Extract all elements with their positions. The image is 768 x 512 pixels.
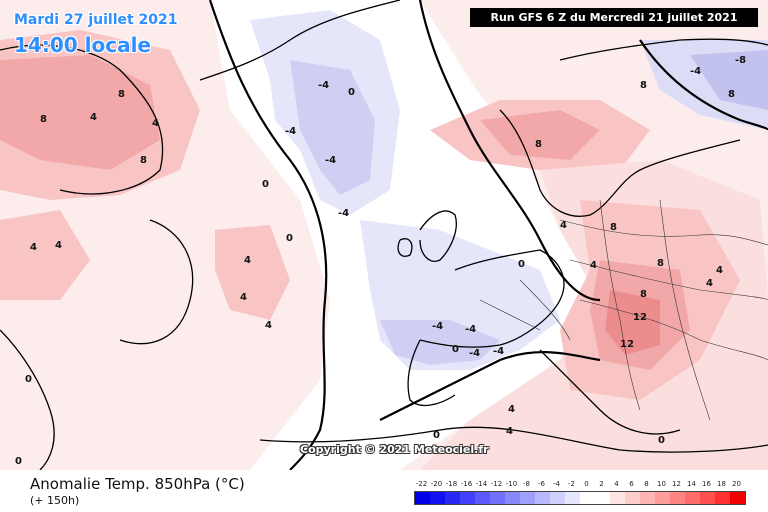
svg-text:8: 8 bbox=[40, 114, 47, 125]
legend-swatch bbox=[700, 492, 715, 504]
svg-text:-4: -4 bbox=[318, 80, 329, 91]
svg-text:-4: -4 bbox=[469, 348, 480, 359]
svg-text:4: 4 bbox=[152, 118, 159, 129]
legend-tick-label: -10 bbox=[505, 480, 518, 488]
legend-swatch bbox=[565, 492, 580, 504]
legend-swatch bbox=[550, 492, 565, 504]
legend-tick-label: -16 bbox=[460, 480, 473, 488]
legend-swatch bbox=[610, 492, 625, 504]
svg-text:8: 8 bbox=[640, 289, 647, 300]
legend-tick-label: 4 bbox=[614, 480, 619, 488]
lead-time: (+ 150h) bbox=[30, 494, 80, 507]
anomaly-map: 0 -4 -4 -4 -4 8 8 4 4 8 0 0 4 4 4 4 4 0 … bbox=[0, 0, 768, 470]
svg-text:0: 0 bbox=[286, 233, 293, 244]
legend-swatch bbox=[580, 492, 595, 504]
svg-text:4: 4 bbox=[560, 220, 567, 231]
svg-text:-4: -4 bbox=[493, 346, 504, 357]
legend-swatch bbox=[595, 492, 610, 504]
legend-tick-label: 6 bbox=[629, 480, 634, 488]
legend-tick-label: -22 bbox=[415, 480, 428, 488]
legend-tick-label: 0 bbox=[584, 480, 589, 488]
svg-text:4: 4 bbox=[244, 255, 251, 266]
svg-text:0: 0 bbox=[518, 259, 525, 270]
svg-text:0: 0 bbox=[658, 435, 665, 446]
copyright-notice: Copyright © 2021 Meteociel.fr bbox=[300, 443, 489, 456]
legend-swatch bbox=[445, 492, 460, 504]
parameter-title: Anomalie Temp. 850hPa (°C) bbox=[30, 475, 245, 493]
legend-tick-label: -14 bbox=[475, 480, 488, 488]
legend-tick-label: -8 bbox=[523, 480, 530, 488]
legend-tick-label: -18 bbox=[445, 480, 458, 488]
legend-swatch bbox=[670, 492, 685, 504]
legend-swatch bbox=[535, 492, 550, 504]
svg-text:4: 4 bbox=[265, 320, 272, 331]
svg-text:4: 4 bbox=[706, 278, 713, 289]
legend-swatch bbox=[415, 492, 430, 504]
forecast-time: 14:00 locale bbox=[14, 33, 151, 57]
svg-text:0: 0 bbox=[348, 87, 355, 98]
svg-text:8: 8 bbox=[640, 80, 647, 91]
model-run-banner: Run GFS 6 Z du Mercredi 21 juillet 2021 bbox=[470, 8, 758, 27]
legend-swatch bbox=[490, 492, 505, 504]
svg-text:4: 4 bbox=[508, 404, 515, 415]
legend-tick-label: 18 bbox=[717, 480, 726, 488]
legend-tick-label: 20 bbox=[732, 480, 741, 488]
svg-text:8: 8 bbox=[728, 89, 735, 100]
svg-text:-4: -4 bbox=[338, 208, 349, 219]
legend-swatch bbox=[475, 492, 490, 504]
legend-bar bbox=[414, 491, 746, 505]
svg-text:4: 4 bbox=[590, 260, 597, 271]
svg-text:-4: -4 bbox=[285, 126, 296, 137]
legend-tick-label: 14 bbox=[687, 480, 696, 488]
svg-text:0: 0 bbox=[262, 179, 269, 190]
legend-tick-label: 2 bbox=[599, 480, 604, 488]
svg-text:0: 0 bbox=[25, 374, 32, 385]
legend-tick-label: -20 bbox=[430, 480, 443, 488]
legend-swatch bbox=[430, 492, 445, 504]
svg-text:4: 4 bbox=[240, 292, 247, 303]
svg-text:0: 0 bbox=[452, 344, 459, 355]
legend-tick-label: -2 bbox=[568, 480, 575, 488]
legend-swatch bbox=[460, 492, 475, 504]
legend-tick-label: -4 bbox=[553, 480, 560, 488]
legend-swatch bbox=[730, 492, 745, 504]
svg-text:12: 12 bbox=[620, 339, 634, 350]
legend-tick-label: 10 bbox=[657, 480, 666, 488]
svg-text:-4: -4 bbox=[432, 321, 443, 332]
svg-text:4: 4 bbox=[55, 240, 62, 251]
legend-tick-label: 8 bbox=[644, 480, 649, 488]
legend-tick-label: -12 bbox=[490, 480, 503, 488]
svg-text:4: 4 bbox=[30, 242, 37, 253]
svg-text:8: 8 bbox=[610, 222, 617, 233]
legend-swatch bbox=[715, 492, 730, 504]
svg-text:-4: -4 bbox=[325, 155, 336, 166]
svg-text:4: 4 bbox=[716, 265, 723, 276]
svg-text:4: 4 bbox=[90, 112, 97, 123]
legend-tick-label: -6 bbox=[538, 480, 545, 488]
legend-swatch bbox=[685, 492, 700, 504]
legend-swatch bbox=[640, 492, 655, 504]
forecast-date: Mardi 27 juillet 2021 bbox=[14, 12, 178, 28]
svg-text:8: 8 bbox=[140, 155, 147, 166]
svg-text:0: 0 bbox=[15, 456, 22, 467]
svg-text:8: 8 bbox=[657, 258, 664, 269]
legend-tick-label: 16 bbox=[702, 480, 711, 488]
legend-tick-label: 12 bbox=[672, 480, 681, 488]
svg-text:0: 0 bbox=[433, 430, 440, 441]
legend-swatch bbox=[505, 492, 520, 504]
legend-swatch bbox=[625, 492, 640, 504]
svg-text:-8: -8 bbox=[735, 55, 746, 66]
svg-text:8: 8 bbox=[535, 139, 542, 150]
svg-text:-4: -4 bbox=[690, 66, 701, 77]
svg-text:-4: -4 bbox=[465, 324, 476, 335]
svg-text:12: 12 bbox=[633, 312, 647, 323]
legend-swatch bbox=[520, 492, 535, 504]
legend-swatch bbox=[655, 492, 670, 504]
svg-text:8: 8 bbox=[118, 89, 125, 100]
svg-text:4: 4 bbox=[506, 426, 513, 437]
